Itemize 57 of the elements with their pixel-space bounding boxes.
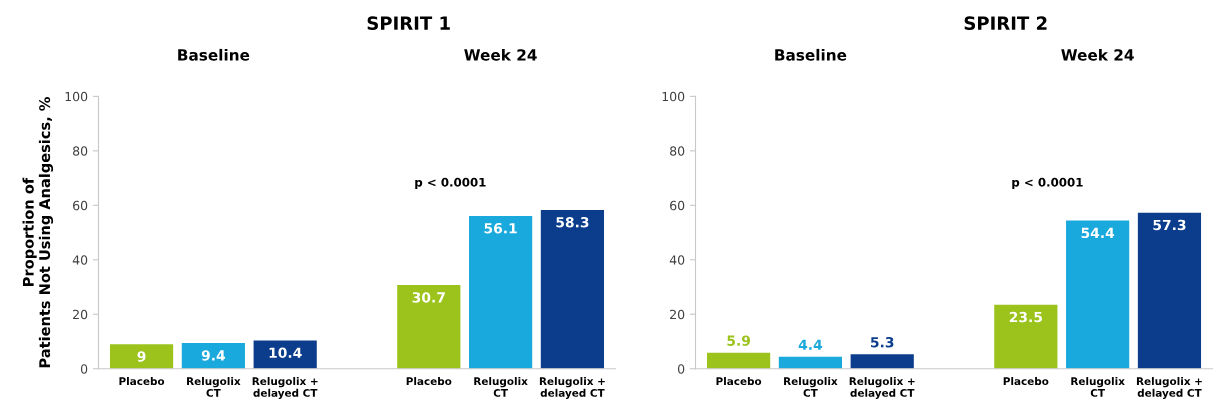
bar bbox=[397, 285, 461, 369]
x-tick-label: Relugolix CT bbox=[784, 377, 838, 397]
bar bbox=[778, 356, 842, 369]
text: Baseline bbox=[775, 48, 847, 61]
text: Week 24 bbox=[1061, 48, 1134, 61]
x-tick-label: Placebo bbox=[406, 377, 452, 386]
x-tick-label: Placebo bbox=[119, 377, 165, 386]
y-tick-label: 20 bbox=[73, 309, 88, 320]
y-tick-label: 0 bbox=[80, 364, 88, 374]
bar bbox=[109, 344, 174, 369]
data-label: 54.4 bbox=[1081, 227, 1115, 239]
data-label: 9 bbox=[137, 351, 146, 362]
y-tick-label: 40 bbox=[72, 255, 88, 265]
x-tick-label: Relugolix CT bbox=[474, 377, 528, 397]
annotation: p < 0.0001 bbox=[415, 177, 486, 189]
data-label: 5.9 bbox=[727, 335, 751, 346]
y-tick-label: 40 bbox=[669, 255, 685, 265]
x-tick-label: Relugolix + delayed CT bbox=[539, 377, 605, 399]
text: Baseline bbox=[178, 48, 250, 61]
bar bbox=[850, 354, 914, 369]
y-tick-label: 20 bbox=[670, 309, 685, 320]
x-tick-label: Placebo bbox=[716, 377, 762, 386]
chart-title: SPIRIT 2 bbox=[964, 16, 1047, 30]
bar bbox=[540, 209, 605, 369]
y-tick-label: 60 bbox=[73, 200, 88, 211]
y-tick-label: 100 bbox=[65, 91, 88, 102]
x-tick-label: Relugolix CT bbox=[1071, 377, 1125, 397]
data-label: 9.4 bbox=[201, 350, 226, 361]
data-label: 58.3 bbox=[556, 216, 589, 228]
bar bbox=[1137, 212, 1202, 369]
annotation: p < 0.0001 bbox=[1012, 177, 1083, 189]
bar bbox=[181, 343, 245, 369]
y-axis-title: Proportion of Patients Not Using Analgesics, % bbox=[22, 97, 54, 368]
bar bbox=[707, 352, 771, 369]
bar bbox=[253, 340, 317, 369]
x-tick-label: Placebo bbox=[1003, 377, 1049, 386]
y-tick-label: 80 bbox=[670, 146, 685, 156]
bar bbox=[1066, 220, 1130, 369]
x-tick-label: Relugolix + delayed CT bbox=[849, 377, 915, 399]
text: Week 24 bbox=[464, 48, 537, 61]
x-tick-label: Relugolix CT bbox=[187, 377, 241, 397]
y-tick-label: 100 bbox=[662, 91, 685, 102]
data-label: 5.3 bbox=[870, 337, 894, 348]
y-tick-label: 60 bbox=[670, 200, 685, 211]
chart-title: SPIRIT 1 bbox=[367, 16, 450, 30]
bar bbox=[469, 215, 533, 369]
data-label: 4.4 bbox=[798, 339, 823, 350]
data-label: 30.7 bbox=[412, 292, 445, 303]
data-label: 10.4 bbox=[269, 347, 302, 358]
x-tick-label: Relugolix + delayed CT bbox=[1136, 377, 1202, 399]
y-tick-label: 0 bbox=[677, 364, 685, 374]
bar bbox=[994, 304, 1058, 369]
data-label: 57.3 bbox=[1153, 219, 1186, 231]
y-tick-label: 80 bbox=[73, 146, 88, 156]
x-tick-label: Relugolix + delayed CT bbox=[252, 377, 318, 399]
data-label: 56.1 bbox=[484, 223, 517, 234]
data-label: 23.5 bbox=[1009, 311, 1042, 323]
